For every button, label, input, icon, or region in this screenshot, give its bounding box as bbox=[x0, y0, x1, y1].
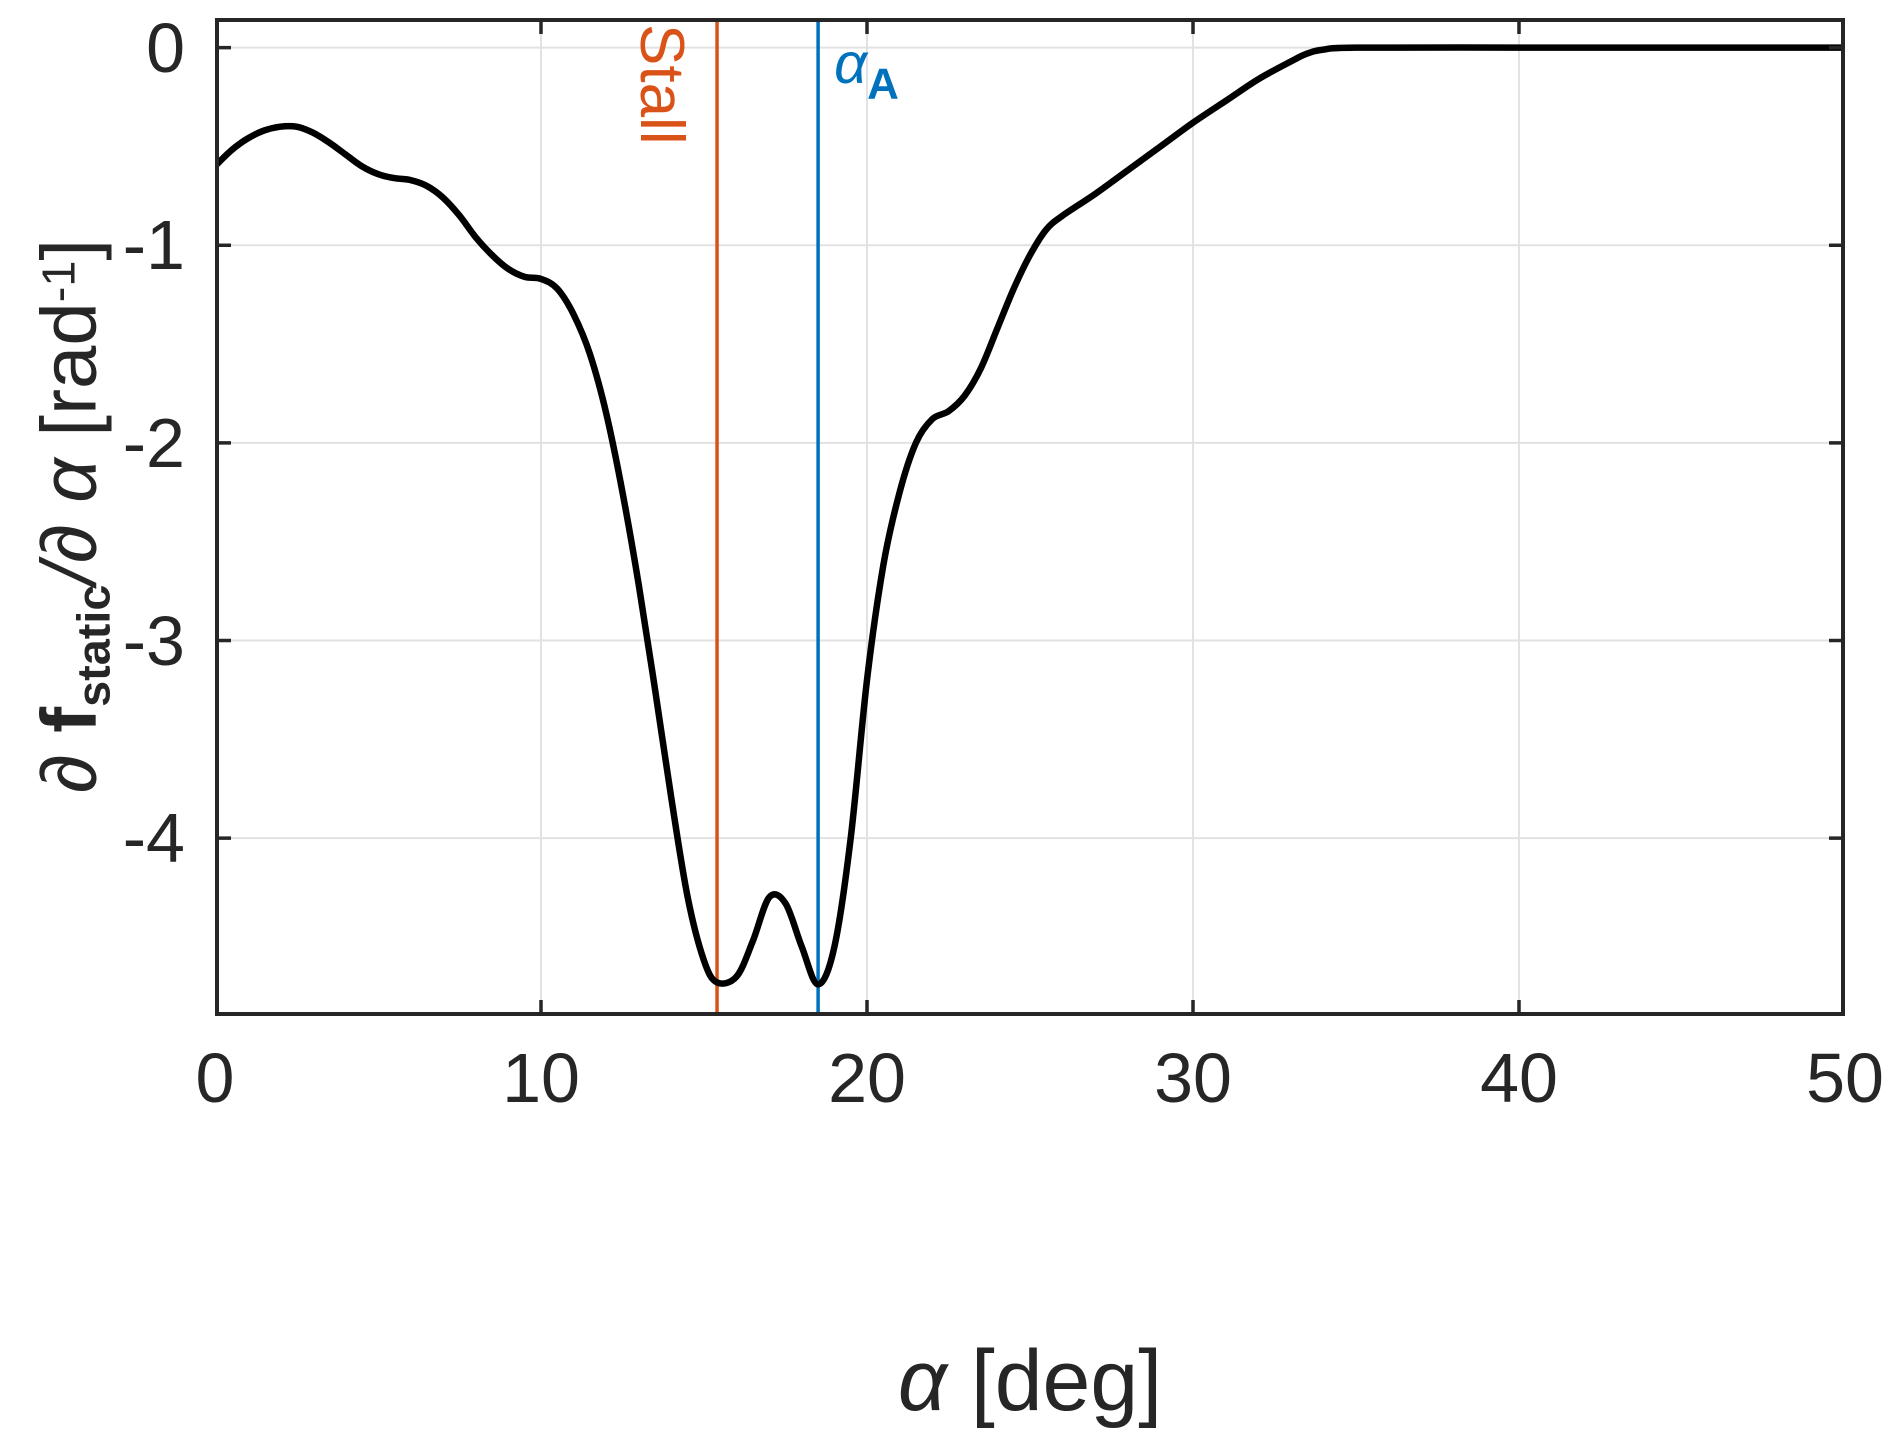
alpha-a-annotation: αA bbox=[834, 30, 899, 109]
x-axis-label: α [deg] bbox=[898, 1332, 1162, 1431]
xlabel-unit: [deg] bbox=[970, 1333, 1163, 1429]
x-tick-label: 0 bbox=[195, 1039, 235, 1117]
y-axis-label: ∂ fstatic/∂ α [rad-1] bbox=[23, 239, 120, 793]
x-tick-label: 30 bbox=[1154, 1039, 1232, 1117]
stall-annotation: Stall bbox=[627, 24, 697, 145]
y-tick-label: -4 bbox=[122, 799, 185, 878]
x-tick-label: 20 bbox=[828, 1039, 906, 1117]
alpha-a-symbol: α bbox=[834, 31, 868, 96]
f-symbol: f bbox=[24, 706, 113, 733]
y-tick-label: -3 bbox=[122, 601, 185, 680]
y-tick-label: -2 bbox=[122, 403, 185, 482]
y-tick-label: -1 bbox=[122, 206, 185, 285]
alpha-a-subscript: A bbox=[867, 59, 899, 109]
axes-box bbox=[215, 18, 1845, 1016]
y-tick-label: 0 bbox=[146, 8, 185, 87]
x-tick-label: 50 bbox=[1806, 1039, 1884, 1117]
partial-symbol: ∂ bbox=[24, 754, 113, 794]
x-tick-label: 10 bbox=[502, 1039, 580, 1117]
slash-partial-symbol: /∂ bbox=[24, 524, 113, 585]
data-curve bbox=[215, 44, 1845, 988]
x-tick-label: 40 bbox=[1480, 1039, 1558, 1117]
xlabel-alpha-symbol: α bbox=[897, 1333, 947, 1429]
plot-area bbox=[215, 18, 1845, 1016]
